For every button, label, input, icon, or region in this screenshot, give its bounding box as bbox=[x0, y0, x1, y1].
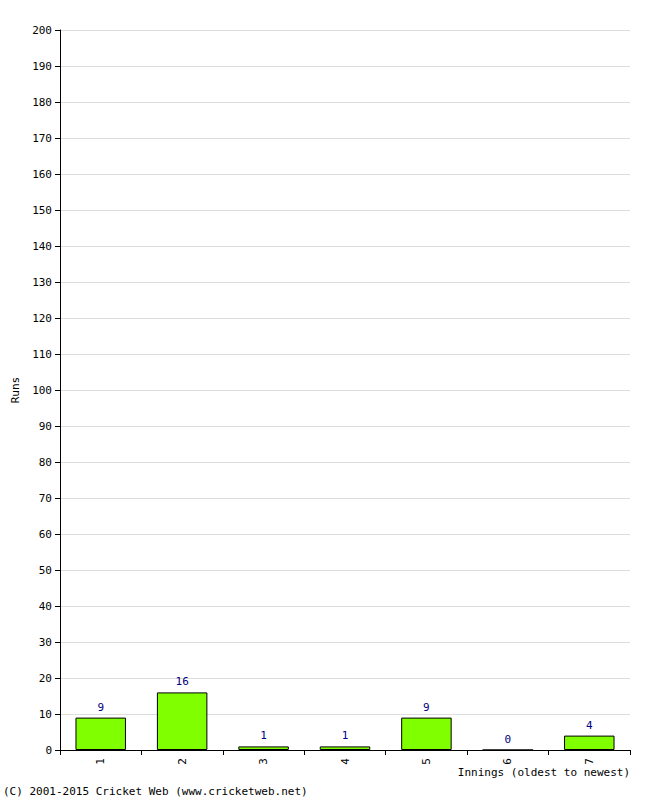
svg-text:50: 50 bbox=[39, 564, 52, 577]
svg-text:90: 90 bbox=[39, 420, 52, 433]
svg-text:9: 9 bbox=[97, 701, 104, 714]
svg-text:3: 3 bbox=[257, 758, 270, 765]
svg-text:200: 200 bbox=[32, 24, 52, 37]
svg-text:150: 150 bbox=[32, 204, 52, 217]
svg-text:Runs: Runs bbox=[9, 377, 22, 404]
svg-text:100: 100 bbox=[32, 384, 52, 397]
svg-text:110: 110 bbox=[32, 348, 52, 361]
svg-text:10: 10 bbox=[39, 708, 52, 721]
svg-text:170: 170 bbox=[32, 132, 52, 145]
svg-text:120: 120 bbox=[32, 312, 52, 325]
svg-text:0: 0 bbox=[45, 744, 52, 757]
svg-text:20: 20 bbox=[39, 672, 52, 685]
svg-text:80: 80 bbox=[39, 456, 52, 469]
svg-text:2: 2 bbox=[176, 758, 189, 765]
svg-text:1: 1 bbox=[342, 729, 349, 742]
svg-text:180: 180 bbox=[32, 96, 52, 109]
svg-text:1: 1 bbox=[260, 729, 267, 742]
svg-text:5: 5 bbox=[420, 758, 433, 765]
svg-text:7: 7 bbox=[583, 758, 596, 765]
svg-text:40: 40 bbox=[39, 600, 52, 613]
svg-text:(C) 2001-2015 Cricket Web (www: (C) 2001-2015 Cricket Web (www.cricketwe… bbox=[3, 785, 308, 798]
svg-text:30: 30 bbox=[39, 636, 52, 649]
svg-text:9: 9 bbox=[423, 701, 430, 714]
svg-text:16: 16 bbox=[176, 675, 189, 688]
svg-text:0: 0 bbox=[505, 733, 512, 746]
svg-text:4: 4 bbox=[586, 719, 593, 732]
svg-text:160: 160 bbox=[32, 168, 52, 181]
svg-text:4: 4 bbox=[339, 758, 352, 765]
svg-text:140: 140 bbox=[32, 240, 52, 253]
svg-text:6: 6 bbox=[501, 758, 514, 765]
svg-text:Innings (oldest to newest): Innings (oldest to newest) bbox=[458, 766, 630, 779]
svg-text:1: 1 bbox=[94, 758, 107, 765]
svg-text:70: 70 bbox=[39, 492, 52, 505]
svg-text:60: 60 bbox=[39, 528, 52, 541]
svg-text:190: 190 bbox=[32, 60, 52, 73]
svg-text:130: 130 bbox=[32, 276, 52, 289]
